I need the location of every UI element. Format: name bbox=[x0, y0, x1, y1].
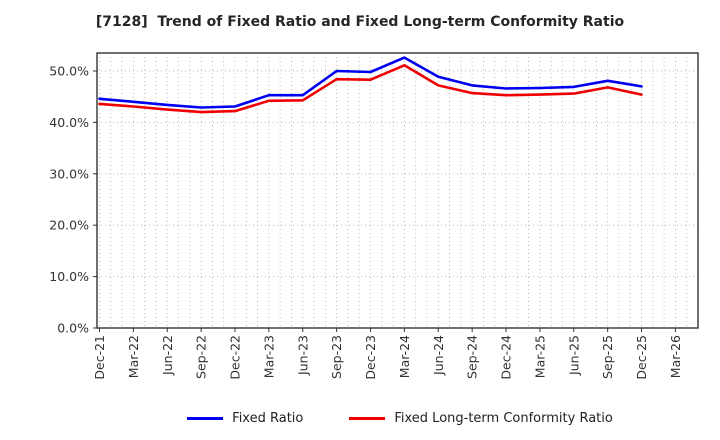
x-axis-labels: Dec-21 Mar-22 Jun-22 Sep-22 Dec-22 Mar-23 Jun-… bbox=[92, 335, 683, 380]
x-axis-tick-label: Dec-23 bbox=[363, 335, 378, 380]
y-axis-labels: 0.0% 10.0% 20.0% 30.0% 40.0% 50.0% bbox=[49, 64, 89, 336]
x-axis-tick-label: Mar-25 bbox=[532, 335, 547, 378]
x-axis-tick-label: Jun-23 bbox=[295, 335, 310, 376]
y-axis-tick-label: 40.0% bbox=[49, 115, 89, 130]
y-axis-tick-label: 30.0% bbox=[49, 166, 89, 181]
series-line-fixed-ratio bbox=[98, 56, 643, 109]
plot-area bbox=[96, 52, 699, 329]
chart-title: [7128] Trend of Fixed Ratio and Fixed Lo… bbox=[95, 14, 625, 30]
axis-ticks bbox=[93, 70, 676, 332]
legend-swatch-fixed-ratio bbox=[187, 416, 224, 420]
series-lines bbox=[98, 56, 643, 114]
legend: Fixed Ratio Fixed Long-term Conformity R… bbox=[40, 405, 720, 431]
x-axis-tick-label: Mar-23 bbox=[261, 335, 276, 378]
x-axis-tick-label: Dec-25 bbox=[634, 335, 649, 380]
series-line-fixed-long-term-conformity-ratio bbox=[98, 64, 643, 114]
y-axis-tick-label: 50.0% bbox=[49, 64, 89, 79]
x-axis-tick-label: Mar-26 bbox=[668, 335, 683, 378]
x-axis-tick-label: Sep-24 bbox=[465, 335, 480, 379]
x-axis-tick-label: Sep-25 bbox=[600, 335, 615, 379]
x-axis-tick-label: Mar-24 bbox=[397, 335, 412, 378]
x-axis-tick-label: Mar-22 bbox=[126, 335, 141, 378]
x-axis-tick-label: Sep-22 bbox=[194, 335, 209, 379]
legend-label-fixed-ratio: Fixed Ratio bbox=[232, 410, 304, 426]
y-axis-tick-label: 10.0% bbox=[49, 269, 89, 284]
x-axis-tick-label: Jun-24 bbox=[431, 335, 446, 376]
legend-swatch-fixed-long-term-conformity-ratio bbox=[349, 416, 386, 420]
grid-lines bbox=[97, 53, 698, 328]
x-axis-tick-label: Dec-22 bbox=[228, 335, 243, 380]
chart-canvas: 0.0% 10.0% 20.0% 30.0% 40.0% 50.0% Dec-21 Mar-… bbox=[49, 52, 699, 380]
x-axis-tick-label: Dec-24 bbox=[499, 335, 514, 380]
legend-item-fixed-long-term-conformity-ratio: Fixed Long-term Conformity Ratio bbox=[349, 410, 613, 426]
x-axis-tick-label: Dec-21 bbox=[92, 335, 107, 380]
legend-label-fixed-long-term-conformity-ratio: Fixed Long-term Conformity Ratio bbox=[394, 410, 613, 426]
x-axis-tick-label: Jun-25 bbox=[566, 335, 581, 376]
y-axis-tick-label: 20.0% bbox=[49, 218, 89, 233]
x-axis-tick-label: Sep-23 bbox=[329, 335, 344, 379]
y-axis-tick-label: 0.0% bbox=[57, 321, 89, 336]
legend-item-fixed-ratio: Fixed Ratio bbox=[187, 411, 303, 426]
x-axis-tick-label: Jun-22 bbox=[160, 335, 175, 376]
